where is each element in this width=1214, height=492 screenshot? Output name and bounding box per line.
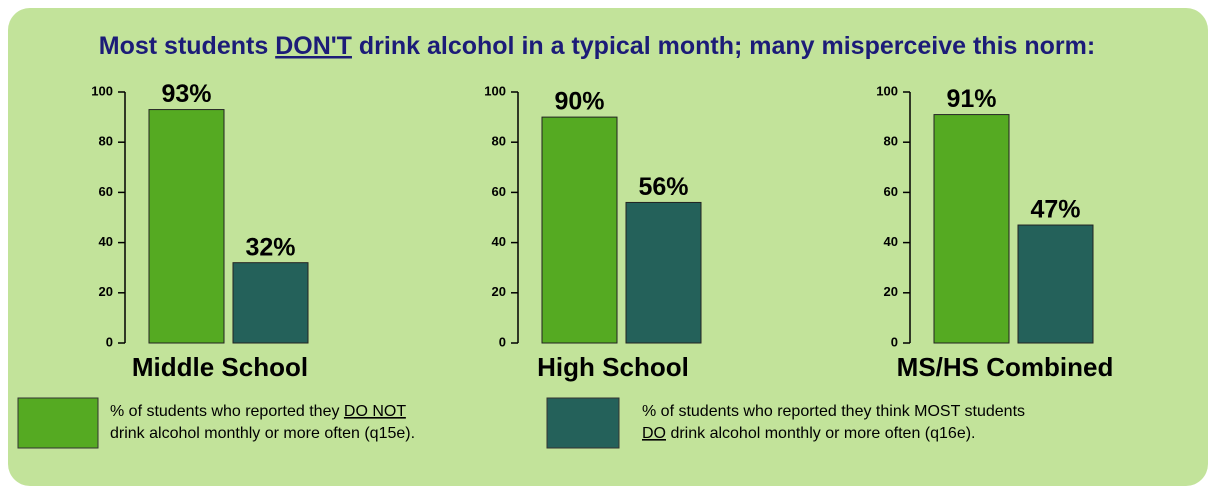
legend-text: % of students who reported they think MO… bbox=[642, 403, 1029, 442]
x-axis-label: MS/HS Combined bbox=[897, 352, 1114, 382]
value-label: 32% bbox=[245, 233, 295, 261]
legend-part: DO NOT bbox=[344, 403, 406, 420]
bar bbox=[541, 116, 618, 344]
bar bbox=[232, 262, 309, 344]
y-tick-label: 40 bbox=[99, 234, 113, 249]
bar bbox=[1017, 224, 1094, 344]
bar bbox=[148, 109, 225, 344]
legend-text: % of students who reported they DO NOT d… bbox=[110, 403, 415, 442]
legend-part: % of students who reported they bbox=[110, 403, 344, 420]
y-tick-label: 20 bbox=[492, 284, 506, 299]
title-part: drink alcohol in a typical month; many m… bbox=[352, 32, 1095, 60]
title-part: DON'T bbox=[275, 32, 352, 60]
y-tick-label: 100 bbox=[876, 83, 898, 98]
legend-swatch bbox=[17, 397, 99, 449]
title: Most students DON'T drink alcohol in a t… bbox=[99, 32, 1095, 60]
legend-part: drink alcohol monthly or more often (q16… bbox=[666, 425, 975, 442]
y-tick-label: 40 bbox=[492, 234, 506, 249]
y-tick-label: 100 bbox=[91, 83, 113, 98]
bar bbox=[625, 201, 702, 344]
y-tick-label: 100 bbox=[484, 83, 506, 98]
y-tick-label: 80 bbox=[99, 134, 113, 149]
value-label: 90% bbox=[554, 88, 604, 116]
x-axis-label: High School bbox=[537, 352, 689, 382]
y-tick-label: 0 bbox=[106, 334, 113, 349]
y-tick-label: 0 bbox=[891, 334, 898, 349]
legend-part: DO bbox=[642, 425, 666, 442]
y-tick-label: 0 bbox=[499, 334, 506, 349]
y-tick-label: 20 bbox=[884, 284, 898, 299]
value-label: 47% bbox=[1030, 196, 1080, 224]
y-tick-label: 80 bbox=[492, 134, 506, 149]
y-tick-label: 60 bbox=[884, 184, 898, 199]
y-tick-label: 80 bbox=[884, 134, 898, 149]
value-label: 91% bbox=[946, 85, 996, 113]
title-part: Most students bbox=[99, 32, 275, 60]
y-tick-label: 60 bbox=[99, 184, 113, 199]
y-tick-label: 20 bbox=[99, 284, 113, 299]
x-axis-label: Middle School bbox=[132, 352, 308, 382]
y-tick-label: 40 bbox=[884, 234, 898, 249]
legend-part: % of students who reported they think MO… bbox=[642, 403, 1025, 420]
bar bbox=[933, 114, 1010, 344]
value-label: 56% bbox=[638, 173, 688, 201]
value-label: 93% bbox=[161, 80, 211, 108]
y-tick-label: 60 bbox=[492, 184, 506, 199]
legend-part: drink alcohol monthly or more often (q15… bbox=[110, 425, 415, 442]
legend-swatch bbox=[546, 397, 620, 449]
